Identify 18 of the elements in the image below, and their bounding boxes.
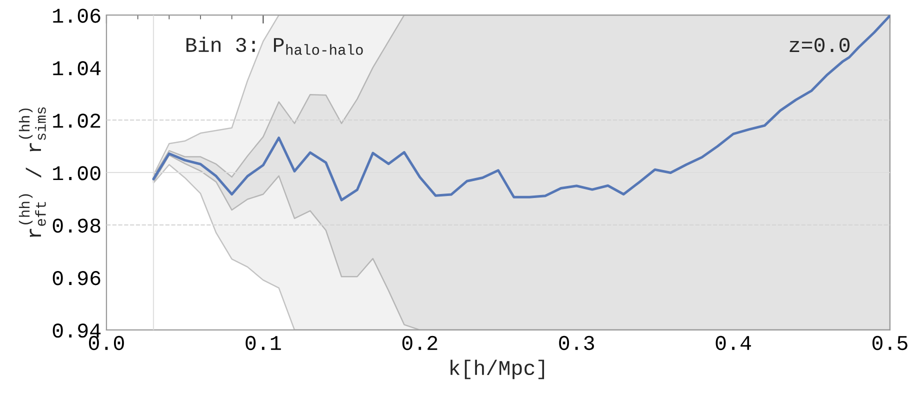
- x-tick-label: 0.3: [559, 336, 594, 350]
- x-tick-label: 0.5: [872, 336, 908, 350]
- y-tick-label: 1.02: [53, 114, 100, 128]
- x-tick-label: 0.1: [246, 336, 281, 350]
- y-tick-label: 0.96: [52, 271, 100, 286]
- y-tick-label: 1.06: [53, 8, 100, 23]
- y-tick-label: 0.94: [52, 324, 101, 338]
- x-tick-label: 0.2: [402, 336, 438, 350]
- y-tick-label: 1.00: [53, 166, 100, 180]
- line-series: [152, 15, 890, 202]
- x-tick-label: 0.4: [716, 336, 751, 350]
- annotation: z=0.0: [790, 38, 850, 52]
- annotation: Bin 3: P$_{halo-halo}$: [186, 36, 363, 55]
- y-tick-label: 1.04: [53, 61, 101, 76]
- x-axis-title: k[h/Mpc]: [450, 360, 544, 380]
- y-tick-label: 0.98: [52, 218, 100, 233]
- text: r$^{(hh)}$$_{eft}$ / r$^{(hh)}$$_{sims}$: [18, 107, 46, 238]
- x-tick-label: 0.0: [88, 336, 124, 350]
